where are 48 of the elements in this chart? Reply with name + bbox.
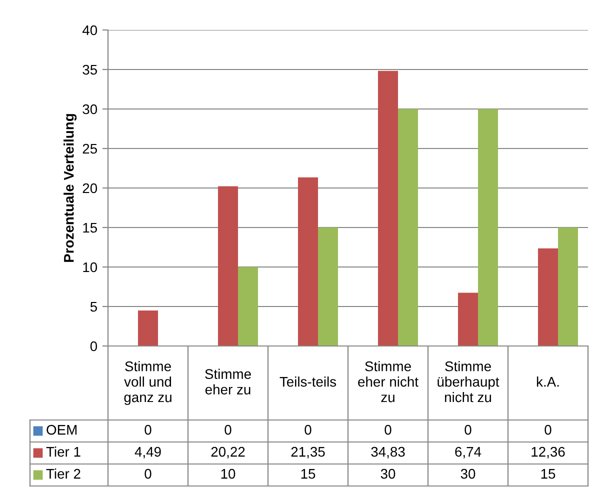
y-tick-label: 30 bbox=[82, 104, 98, 114]
data-label: 12,36 bbox=[532, 446, 565, 458]
data-label: 30 bbox=[380, 468, 396, 479]
data-label: 0 bbox=[304, 424, 312, 435]
y-tick-label: 5 bbox=[90, 302, 97, 312]
data-label: 0 bbox=[224, 424, 232, 435]
bar bbox=[478, 109, 498, 346]
bar bbox=[558, 228, 578, 346]
data-label: 0 bbox=[464, 424, 472, 435]
bar bbox=[318, 228, 338, 346]
data-label: 20,22 bbox=[211, 446, 245, 458]
y-tick-label: 0 bbox=[90, 341, 98, 352]
bar bbox=[238, 267, 258, 346]
x-tick-label: Stimme voll und ganz zu bbox=[124, 361, 172, 405]
legend-label: OEM bbox=[46, 424, 76, 435]
data-label: 0 bbox=[544, 424, 552, 435]
data-label: 0 bbox=[144, 468, 152, 479]
y-axis-title: Prozentuale Verteilung bbox=[64, 114, 77, 262]
x-tick-label: Stimme überhaupt nicht zu bbox=[438, 361, 500, 402]
data-label: 34,83 bbox=[371, 446, 405, 458]
x-tick-label: k.A. bbox=[536, 376, 559, 387]
data-label: 21,35 bbox=[291, 446, 325, 458]
bar bbox=[378, 70, 398, 346]
x-tick-label: Stimme eher nicht zu bbox=[358, 361, 418, 402]
y-tick-label: 25 bbox=[82, 144, 98, 154]
y-tick-label: 15 bbox=[83, 222, 98, 233]
data-label: 6,74 bbox=[455, 446, 482, 458]
bar bbox=[298, 177, 318, 346]
data-label: 0 bbox=[384, 424, 392, 435]
y-tick-label: 20 bbox=[82, 183, 98, 194]
bar bbox=[458, 292, 478, 346]
y-tick-label: 35 bbox=[82, 64, 98, 75]
data-label: 4,49 bbox=[134, 446, 161, 458]
x-tick-label: Teils-teils bbox=[280, 376, 336, 387]
data-label: 15 bbox=[541, 469, 556, 479]
bar bbox=[398, 109, 418, 346]
data-label: 15 bbox=[301, 469, 316, 479]
legend-label: Tier 1 bbox=[46, 446, 80, 457]
data-label: 0 bbox=[144, 424, 152, 435]
data-label: 30 bbox=[460, 468, 476, 479]
data-label: 10 bbox=[221, 468, 236, 479]
x-tick-label: Stimme eher zu bbox=[205, 368, 251, 394]
y-tick-label: 10 bbox=[83, 262, 98, 272]
bar bbox=[538, 248, 558, 346]
y-tick-label: 40 bbox=[82, 25, 98, 36]
bar bbox=[218, 186, 238, 346]
legend-label: Tier 2 bbox=[46, 468, 80, 479]
bar bbox=[138, 310, 158, 346]
